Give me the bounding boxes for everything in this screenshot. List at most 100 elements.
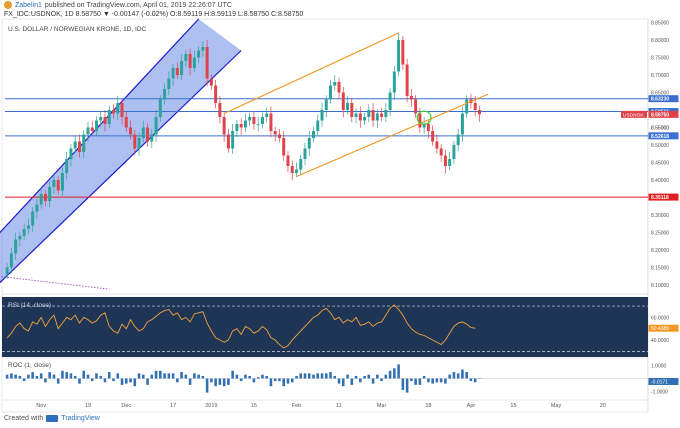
price-level-tag bbox=[648, 95, 679, 103]
roc-bar bbox=[150, 374, 154, 379]
candle-body bbox=[43, 194, 47, 201]
roc-tick-label: -1.0000 bbox=[651, 389, 668, 395]
price-tick-label: 8.55000 bbox=[651, 126, 669, 132]
candle-body bbox=[163, 89, 167, 100]
candle-body bbox=[90, 127, 94, 131]
roc-bar bbox=[261, 374, 264, 379]
price-tick-label: 8.25000 bbox=[651, 231, 669, 237]
candle-body bbox=[448, 159, 452, 166]
roc-bar bbox=[86, 374, 90, 379]
roc-bar bbox=[116, 373, 120, 379]
roc-bar bbox=[329, 372, 332, 379]
roc-bar bbox=[371, 378, 375, 384]
roc-bar bbox=[180, 372, 183, 379]
rsi-value-label: 50.4389 bbox=[651, 326, 669, 332]
breakout-circle bbox=[416, 110, 432, 125]
roc-bar bbox=[112, 378, 115, 382]
roc-bar bbox=[422, 375, 426, 379]
candle-body bbox=[146, 127, 150, 142]
author-name[interactable]: Zabelin1 bbox=[15, 1, 42, 9]
candle-body bbox=[294, 169, 298, 173]
candle-body bbox=[86, 127, 90, 135]
price-tick-label: 8.65000 bbox=[651, 91, 669, 97]
roc-bar bbox=[78, 378, 81, 384]
roc-bar bbox=[22, 378, 26, 382]
time-tick-label: 15 bbox=[251, 403, 257, 409]
roc-bar bbox=[99, 375, 103, 379]
roc-bar bbox=[35, 375, 39, 379]
roc-bar bbox=[205, 378, 209, 393]
roc-value-label: -0.0171 bbox=[651, 380, 668, 386]
roc-bar bbox=[333, 375, 337, 379]
roc-bar bbox=[214, 378, 217, 387]
candle-body bbox=[443, 155, 447, 166]
last-price-symbol-tag bbox=[621, 110, 647, 118]
candle-body bbox=[235, 124, 239, 131]
roc-bar bbox=[124, 378, 128, 384]
candle-body bbox=[401, 40, 405, 65]
price-tick-label: 8.50000 bbox=[651, 143, 669, 149]
candle-body bbox=[248, 117, 252, 121]
roc-bar bbox=[44, 378, 47, 383]
candle-body bbox=[375, 113, 379, 121]
candle-body bbox=[465, 99, 469, 114]
candle-body bbox=[9, 253, 13, 268]
candle-body bbox=[107, 110, 111, 124]
roc-bar bbox=[235, 374, 239, 379]
roc-bar bbox=[359, 378, 362, 383]
roc-bar bbox=[10, 373, 13, 379]
price-tick-label: 8.45000 bbox=[651, 161, 669, 167]
candle-body bbox=[282, 138, 286, 156]
roc-title: ROC (1, close) bbox=[8, 362, 51, 369]
roc-bar bbox=[448, 374, 451, 379]
candle-body bbox=[277, 134, 281, 138]
roc-bar bbox=[295, 375, 298, 379]
price-level-tag bbox=[648, 193, 679, 201]
roc-bar bbox=[73, 375, 77, 379]
footer: Created with TradingView bbox=[4, 415, 100, 422]
candle-body bbox=[380, 113, 384, 117]
roc-bar bbox=[163, 373, 166, 379]
candle-body bbox=[22, 229, 26, 236]
candle-body bbox=[184, 54, 188, 61]
candle-body bbox=[77, 141, 81, 152]
ascending-channel-band bbox=[0, 19, 242, 283]
roc-bar bbox=[380, 378, 383, 382]
candle-body bbox=[290, 166, 294, 173]
main-chart-title: U.S. DOLLAR / NORWEGIAN KRONE, 1D, IDC bbox=[8, 26, 147, 33]
candle-body bbox=[94, 120, 98, 131]
roc-bar bbox=[397, 364, 400, 379]
rsi-tick-label: 60.0000 bbox=[651, 315, 669, 321]
time-tick-label: 20 bbox=[600, 403, 606, 409]
candle-body bbox=[354, 113, 358, 117]
roc-bar bbox=[350, 378, 354, 385]
publish-header: Zabelin1 published on TradingView.com, A… bbox=[4, 1, 232, 9]
candle-body bbox=[150, 134, 154, 142]
roc-bar bbox=[435, 378, 439, 383]
candle-body bbox=[358, 113, 362, 121]
candle-body bbox=[18, 236, 22, 240]
candle-body bbox=[14, 239, 18, 254]
candle-body bbox=[73, 141, 77, 149]
candle-body bbox=[65, 159, 69, 173]
candle-body bbox=[367, 110, 371, 117]
roc-bar bbox=[312, 374, 315, 379]
roc-bar bbox=[222, 378, 226, 387]
roc-bar bbox=[439, 378, 443, 383]
price-tick-label: 8.55000 bbox=[651, 126, 669, 132]
candle-body bbox=[456, 134, 460, 145]
time-tick-label: 11 bbox=[336, 403, 342, 409]
candle-body bbox=[5, 267, 9, 275]
footer-brand[interactable]: TradingView bbox=[61, 415, 100, 422]
roc-bar bbox=[452, 372, 456, 379]
roc-bar bbox=[210, 378, 213, 383]
footer-created: Created with bbox=[4, 415, 44, 422]
roc-bar bbox=[393, 368, 396, 379]
candle-body bbox=[431, 131, 435, 142]
roc-bar bbox=[176, 378, 179, 383]
roc-bar bbox=[14, 374, 17, 379]
candle-body bbox=[188, 54, 192, 68]
candle-body bbox=[320, 110, 324, 121]
candle-body bbox=[435, 141, 439, 149]
